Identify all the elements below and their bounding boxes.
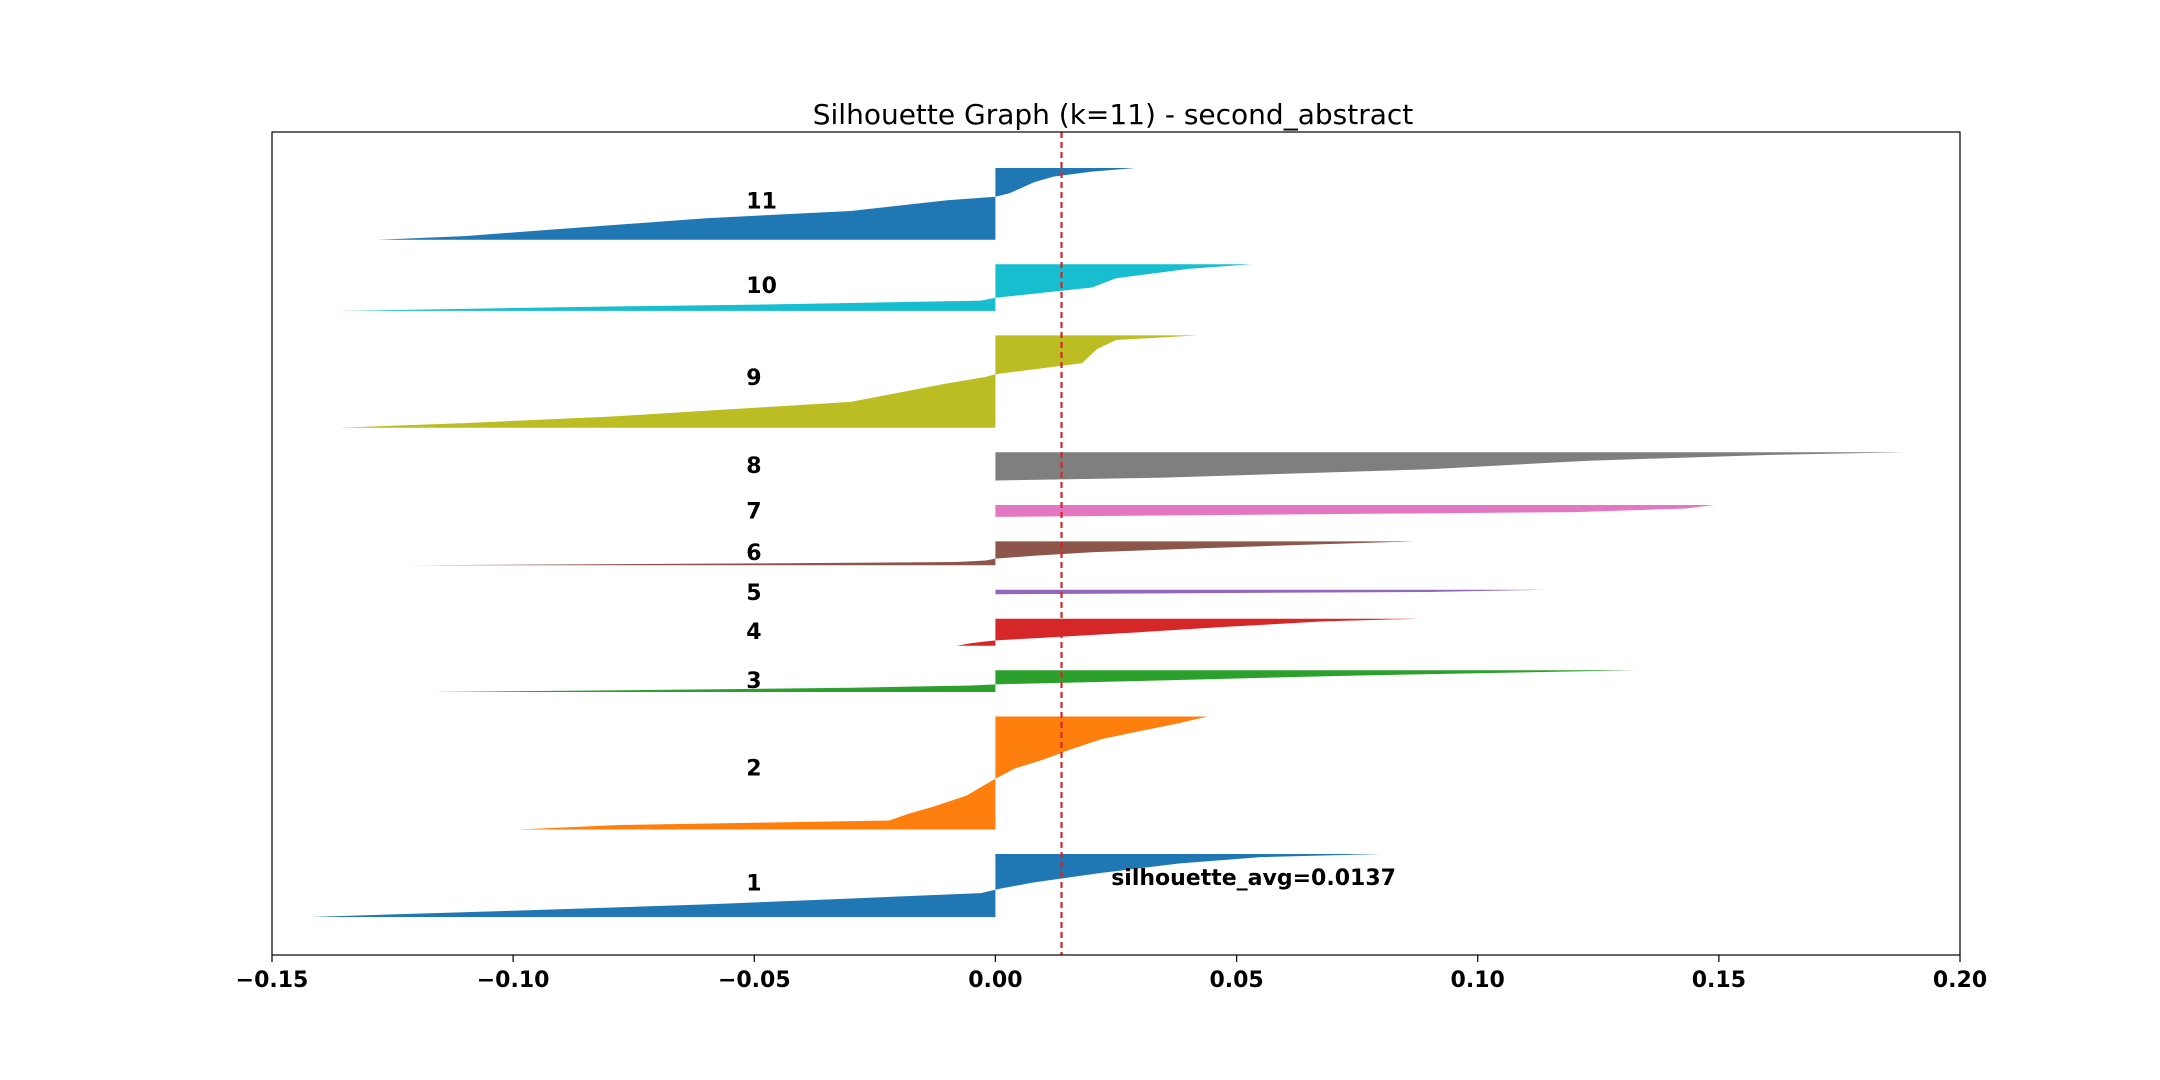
- chart-title: Silhouette Graph (k=11) - second_abstrac…: [813, 98, 1414, 131]
- x-tick-label: 0.00: [968, 968, 1022, 993]
- x-tick-label: 0.10: [1451, 968, 1505, 993]
- cluster-label: 9: [746, 366, 761, 391]
- cluster-1-silhouette: [310, 854, 1382, 917]
- cluster-11: 11: [378, 168, 1136, 240]
- cluster-6-silhouette: [407, 541, 1415, 566]
- cluster-7: 7: [746, 499, 1714, 524]
- x-tick-label: 0.15: [1692, 968, 1746, 993]
- cluster-5: 5: [746, 581, 1546, 606]
- cluster-3-silhouette: [431, 670, 1637, 692]
- cluster-2: 2: [518, 716, 1208, 830]
- cluster-label: 5: [746, 581, 761, 606]
- cluster-10: 10: [339, 264, 1251, 311]
- clusters-layer: 11 10 9 8 7 6 5 4 3 2 1: [310, 168, 1907, 917]
- cluster-7-silhouette: [995, 505, 1714, 517]
- cluster-label: 11: [746, 189, 777, 214]
- cluster-8-silhouette: [995, 452, 1907, 481]
- cluster-label: 8: [746, 454, 761, 479]
- cluster-label: 7: [746, 499, 761, 524]
- cluster-1: 1: [310, 854, 1382, 917]
- x-tick-label: −0.15: [236, 968, 309, 993]
- x-axis: −0.15 −0.10 −0.05 0.00 0.05 0.10 0.15 0.20: [236, 955, 1987, 993]
- cluster-3: 3: [431, 669, 1637, 694]
- cluster-8: 8: [746, 452, 1907, 481]
- cluster-9: 9: [339, 335, 1198, 428]
- cluster-label: 4: [746, 620, 761, 645]
- cluster-4: 4: [746, 618, 1420, 646]
- cluster-label: 1: [746, 871, 761, 896]
- x-tick-label: −0.10: [477, 968, 550, 993]
- cluster-label: 10: [746, 274, 777, 299]
- x-tick-label: 0.20: [1933, 968, 1987, 993]
- cluster-11-silhouette: [378, 168, 1136, 240]
- cluster-label: 2: [746, 756, 761, 781]
- x-tick-label: 0.05: [1209, 968, 1263, 993]
- cluster-label: 3: [746, 669, 761, 694]
- cluster-10-silhouette: [339, 264, 1251, 311]
- cluster-9-silhouette: [339, 335, 1198, 428]
- silhouette-avg-label: silhouette_avg=0.0137: [1111, 866, 1396, 891]
- cluster-label: 6: [746, 541, 761, 566]
- cluster-4-silhouette: [956, 618, 1420, 646]
- plot-frame: [271, 131, 1961, 956]
- cluster-6: 6: [407, 541, 1415, 566]
- cluster-5-silhouette: [995, 589, 1546, 595]
- x-tick-label: −0.05: [718, 968, 791, 993]
- cluster-2-silhouette: [518, 716, 1208, 830]
